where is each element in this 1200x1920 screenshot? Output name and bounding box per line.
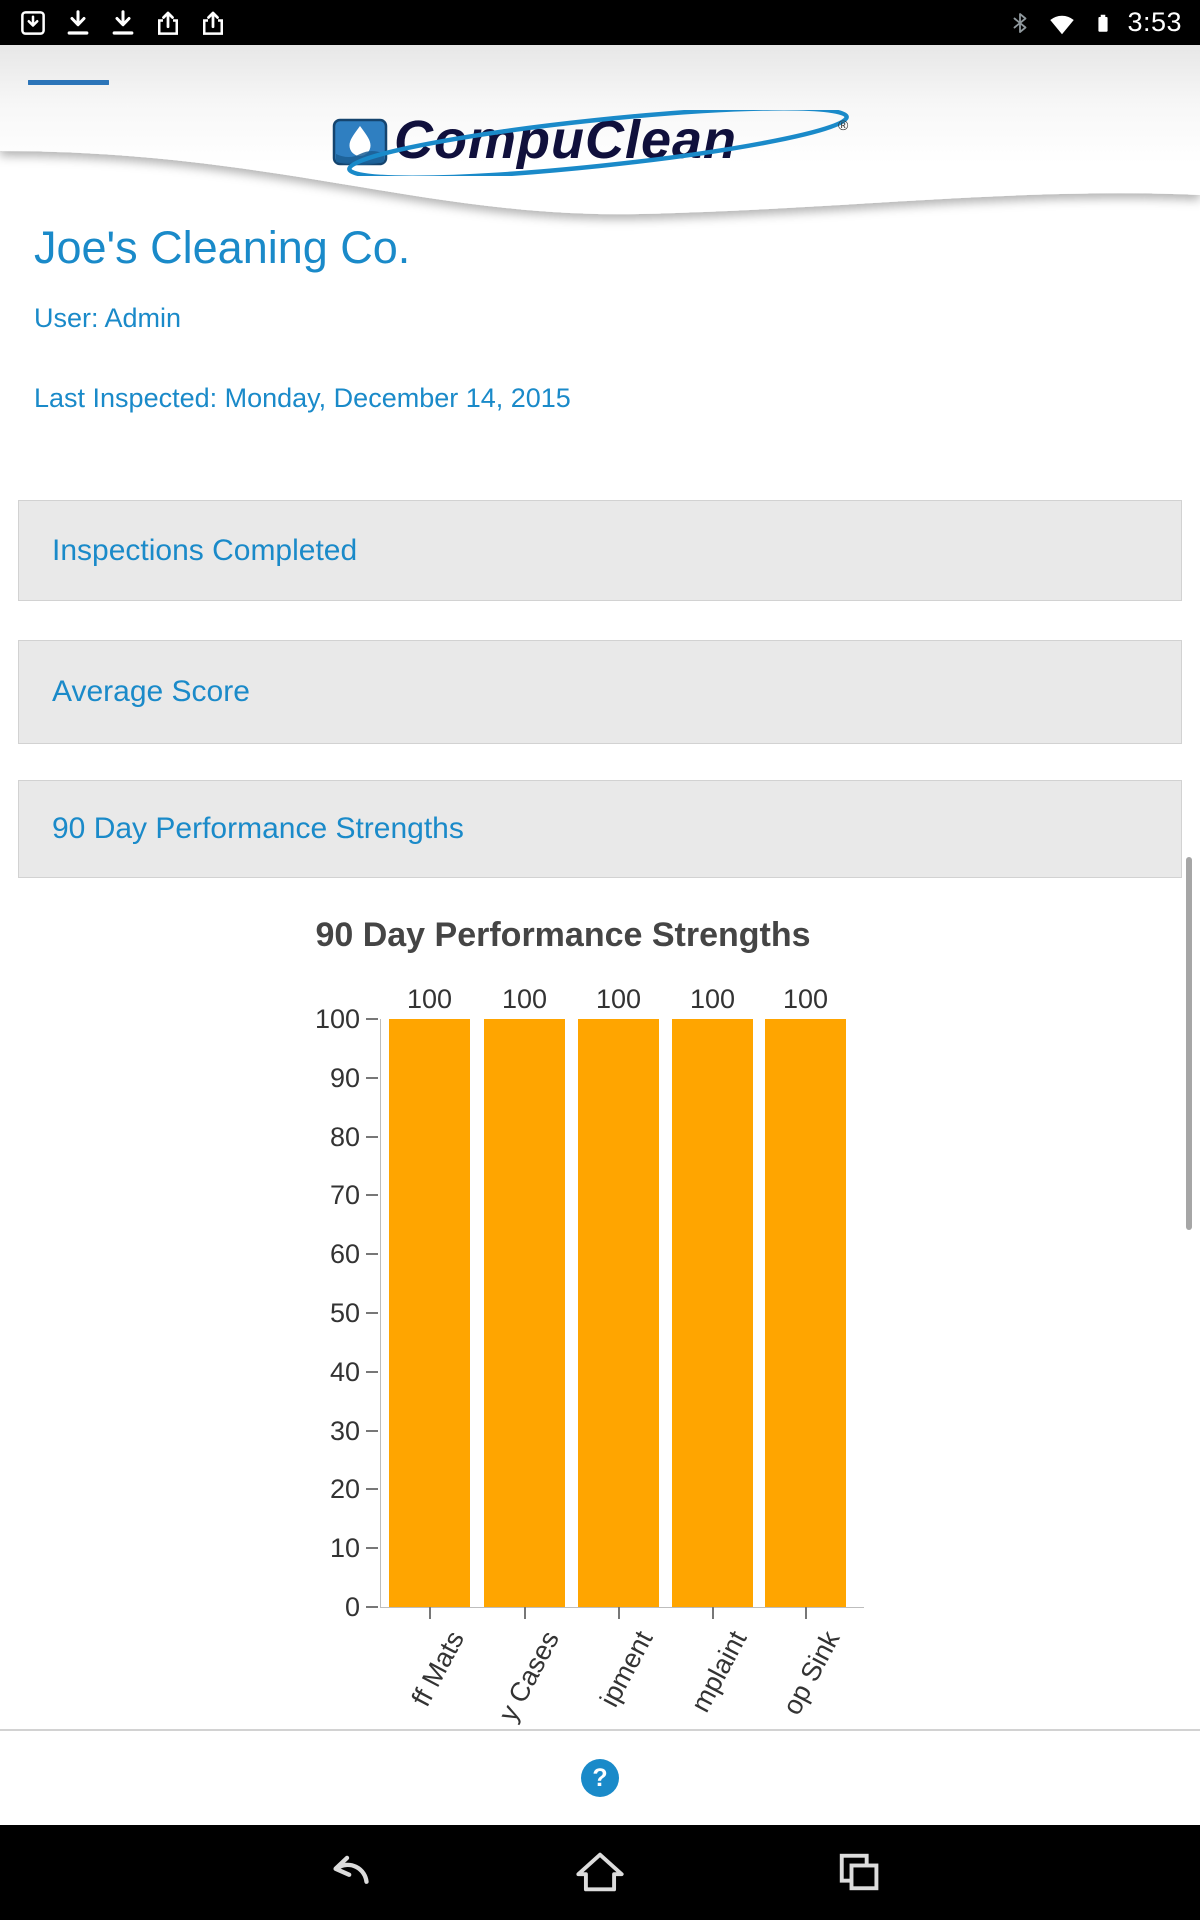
- clock: 3:53: [1127, 7, 1182, 37]
- sd-download-icon: [18, 8, 48, 38]
- help-button-label: ?: [592, 1763, 608, 1792]
- x-axis-tick: [617, 1607, 620, 1619]
- export-icon: [198, 8, 228, 38]
- bar-value-label: 100: [501, 984, 548, 1014]
- chart-title: 90 Day Performance Strengths: [315, 916, 811, 954]
- y-axis-tick: [366, 1312, 378, 1314]
- y-axis-tick-label: 100: [314, 1004, 360, 1034]
- status-bar-system-icons: 3:53: [1008, 7, 1182, 39]
- y-axis-tick-label: 10: [329, 1533, 360, 1564]
- x-axis-tick: [428, 1607, 431, 1619]
- y-axis-tick: [366, 1253, 378, 1256]
- y-axis-tick: [366, 1135, 378, 1138]
- battery-icon: [1092, 7, 1114, 39]
- y-axis-tick-label: 40: [329, 1356, 360, 1387]
- section-90-day-performance-strengths[interactable]: 90 Day Performance Strengths: [18, 780, 1182, 878]
- y-axis-line: [380, 1019, 381, 1608]
- x-axis-tick: [523, 1607, 526, 1619]
- android-nav-bar: [0, 1825, 1200, 1920]
- status-bar: 3:53: [0, 0, 1200, 45]
- back-icon[interactable]: [321, 1846, 373, 1898]
- y-axis-tick: [366, 1547, 378, 1550]
- x-axis-label: mplaint: [685, 1626, 753, 1717]
- y-axis-tick-label: 0: [344, 1592, 360, 1622]
- wifi-icon: [1045, 8, 1079, 38]
- x-axis-label: ff Mats: [405, 1626, 470, 1712]
- home-icon[interactable]: [574, 1846, 626, 1898]
- registered-mark: ®: [838, 117, 849, 133]
- help-button[interactable]: ?: [581, 1759, 619, 1797]
- y-axis-tick: [366, 1018, 378, 1020]
- y-axis-tick: [366, 1370, 378, 1373]
- user-label: User: Admin: [34, 303, 182, 333]
- section-inspections-completed[interactable]: Inspections Completed: [18, 500, 1182, 601]
- section-average-score[interactable]: Average Score: [18, 640, 1182, 744]
- y-axis-tick-label: 80: [329, 1121, 360, 1152]
- y-axis-tick-label: 70: [329, 1180, 360, 1211]
- y-axis-tick: [366, 1194, 378, 1197]
- bluetooth-icon: [1008, 8, 1032, 38]
- y-axis-tick-label: 60: [329, 1239, 360, 1270]
- y-axis-tick-label: 50: [329, 1298, 360, 1328]
- recents-icon[interactable]: [832, 1846, 884, 1898]
- bar: [389, 1019, 470, 1607]
- y-axis-tick: [366, 1076, 378, 1079]
- section-label: Average Score: [52, 675, 250, 708]
- download-icon: [63, 8, 93, 38]
- bar-value-label: 100: [406, 984, 453, 1014]
- bar-value-label: 100: [689, 984, 736, 1014]
- section-label: 90 Day Performance Strengths: [52, 812, 464, 845]
- x-axis-tick: [711, 1607, 714, 1619]
- compuclean-logo: CompuClean ®: [332, 110, 849, 176]
- x-axis-tick: [804, 1607, 807, 1619]
- x-axis-line: [380, 1607, 864, 1608]
- x-axis-label: op Sink: [777, 1626, 846, 1720]
- export-icon: [153, 8, 183, 38]
- scrollbar-thumb[interactable]: [1186, 857, 1192, 1230]
- y-axis-tick: [366, 1488, 378, 1491]
- y-axis-tick: [366, 1606, 378, 1608]
- bar: [484, 1019, 565, 1607]
- bar-value-label: 100: [782, 984, 829, 1014]
- performance-chart: 90 Day Performance Strengths 0 10 20 30 40 50…: [0, 878, 1200, 1729]
- bar: [578, 1019, 659, 1607]
- y-axis-tick-label: 20: [329, 1474, 360, 1505]
- y-axis-tick-label: 90: [329, 1062, 360, 1093]
- bar-value-label: 100: [595, 984, 642, 1014]
- y-axis-tick-label: 30: [329, 1415, 360, 1446]
- bar: [672, 1019, 753, 1607]
- download-icon: [108, 8, 138, 38]
- section-label: Inspections Completed: [52, 533, 358, 567]
- content-divider: [0, 1729, 1200, 1731]
- x-axis-label: ipment: [594, 1626, 659, 1712]
- y-axis-tick: [366, 1429, 378, 1432]
- status-bar-notifications: [18, 8, 228, 38]
- bar: [765, 1019, 846, 1607]
- x-axis-label: y Cases: [492, 1626, 565, 1727]
- last-inspected-label: Last Inspected: Monday, December 14, 201…: [34, 383, 571, 413]
- page-title: Joe's Cleaning Co.: [34, 222, 411, 273]
